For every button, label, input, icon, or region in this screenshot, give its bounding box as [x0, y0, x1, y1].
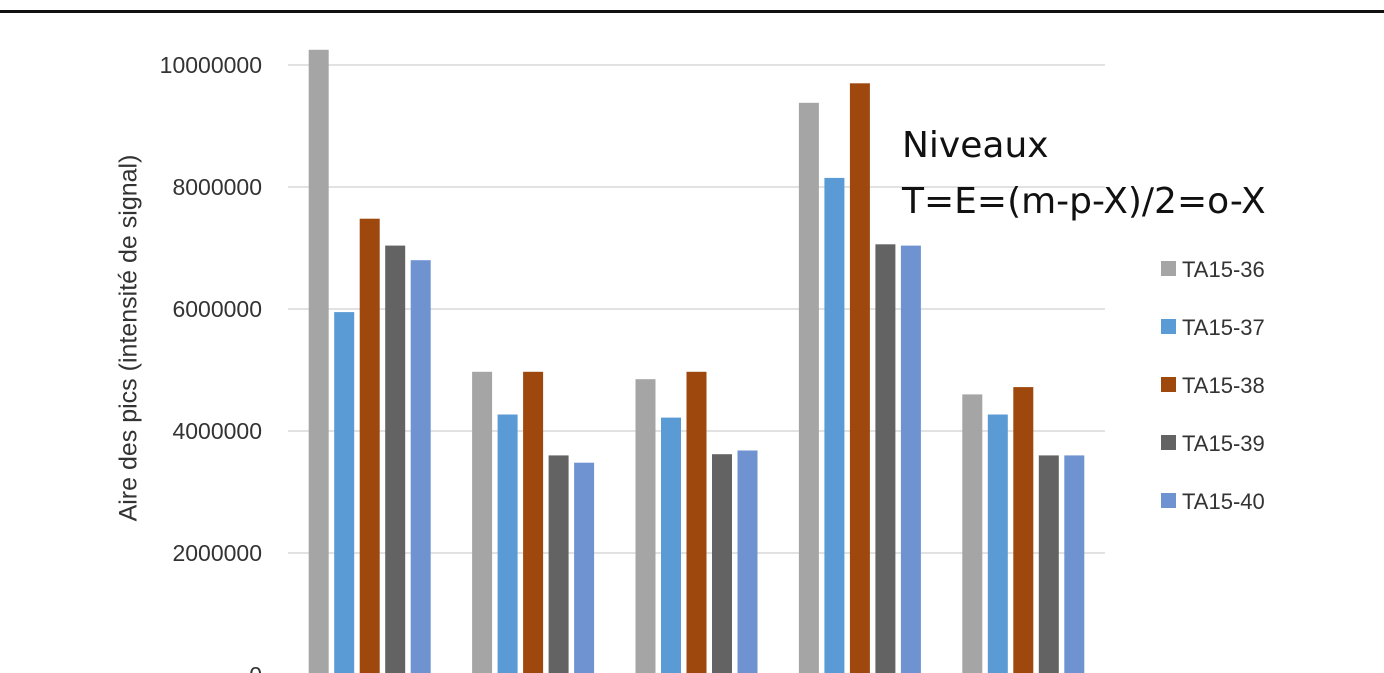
y-tick-label: 4000000 [172, 418, 262, 444]
bar-ta15-36 [308, 49, 329, 673]
bar-ta15-39 [1038, 455, 1059, 673]
top-border-rule [0, 10, 1384, 13]
bar-ta15-40 [737, 450, 758, 673]
bar-ta15-37 [334, 312, 355, 673]
y-axis-label: Aire des pics (intensité de signal) [114, 154, 143, 522]
legend-swatch [1161, 261, 1176, 276]
bar-ta15-40 [574, 462, 595, 673]
bar-ta15-37 [497, 414, 518, 673]
bar-ta15-39 [875, 244, 896, 673]
legend-swatch [1161, 377, 1176, 392]
bar-ta15-40 [1064, 455, 1085, 673]
levels-annotation: Niveaux T=E=(m-p-X)/2=o-X [902, 118, 1266, 230]
legend-label: TA15-37 [1182, 315, 1265, 340]
bar-ta15-38 [523, 371, 544, 673]
legend-label: TA15-39 [1182, 431, 1265, 456]
bar-ta15-38 [359, 218, 380, 673]
legend-label: TA15-40 [1182, 489, 1265, 514]
y-tick-label: 10000000 [160, 52, 262, 78]
bar-ta15-36 [635, 379, 656, 673]
legend-swatch [1161, 435, 1176, 450]
legend: TA15-36 TA15-37 TA15-38 TA15-39 TA15-40 [1161, 257, 1265, 514]
y-tick-label: 2000000 [172, 540, 262, 566]
y-tick-label: 6000000 [172, 296, 262, 322]
bar-ta15-40 [410, 260, 431, 673]
y-axis-ticks: 0 2000000 4000000 6000000 8000000 10000000 [160, 52, 262, 673]
bar-ta15-38 [686, 371, 707, 673]
bar-ta15-38 [1013, 387, 1034, 673]
bars [308, 49, 1085, 673]
bar-ta15-38 [849, 83, 870, 673]
bar-ta15-39 [712, 454, 732, 673]
bar-ta15-37 [661, 417, 681, 673]
y-tick-label: 8000000 [172, 174, 262, 200]
annotation-line-1: Niveaux [902, 125, 1049, 166]
bar-ta15-40 [900, 245, 921, 673]
annotation-line-2: T=E=(m-p-X)/2=o-X [902, 181, 1266, 222]
y-tick-label: 0 [249, 662, 262, 673]
bar-ta15-36 [798, 102, 819, 673]
bar-ta15-39 [548, 455, 569, 673]
legend-swatch [1161, 319, 1176, 334]
bar-ta15-39 [385, 245, 406, 673]
legend-label: TA15-38 [1182, 373, 1265, 398]
legend-swatch [1161, 493, 1176, 508]
bar-ta15-37 [824, 177, 845, 673]
bar-ta15-36 [962, 394, 983, 673]
legend-label: TA15-36 [1182, 257, 1265, 282]
bar-ta15-37 [987, 414, 1008, 673]
bar-ta15-36 [472, 371, 493, 673]
